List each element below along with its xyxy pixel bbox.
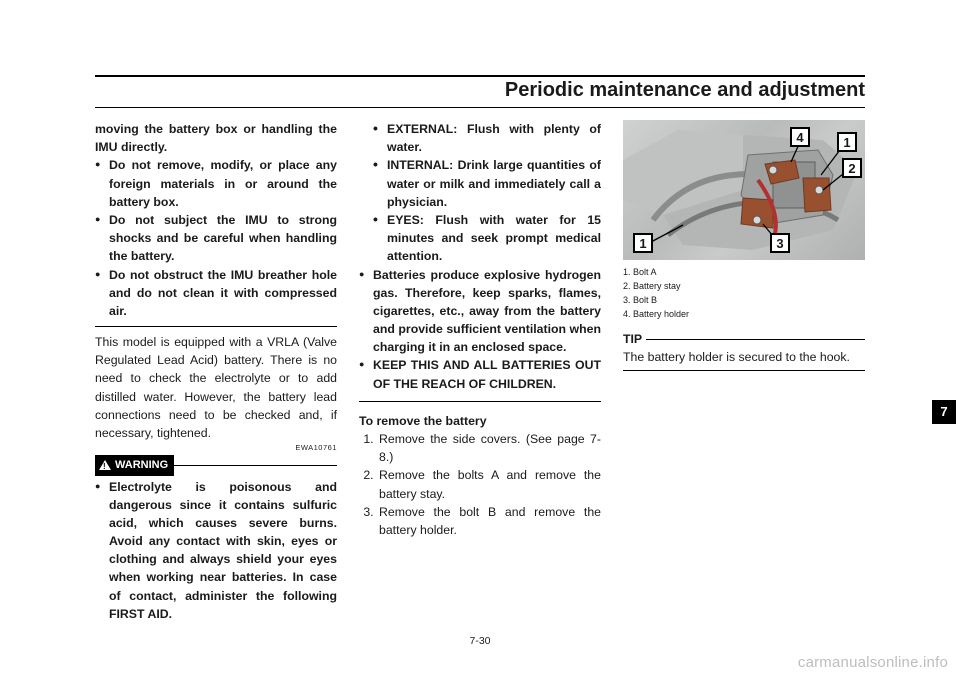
column-2: EXTERNAL: Flush with plenty of water. IN… [359,120,601,623]
list-item: EYES: Flush with water for 15 minutes an… [373,211,601,266]
list-item: EXTERNAL: Flush with plenty of water. [373,120,601,156]
figure-callout-3: 3 [770,233,790,253]
tip-rule [646,339,865,340]
list-item: Remove the side covers. (See page 7-8.) [377,430,601,466]
warning-label: WARNING [115,457,168,473]
col2-main-bullet-list: Batteries produce explosive hydrogen gas… [359,266,601,393]
ref-code: EWA10761 [95,442,337,453]
figure-callout-1a: 1 [837,132,857,152]
header-rule: Periodic maintenance and adjustment [95,75,865,108]
list-item: Batteries produce explosive hydrogen gas… [359,266,601,357]
warning-bullet-list: Electrolyte is poisonous and dangerous s… [95,478,337,624]
col1-bullet-list: Do not remove, modify, or place any fore… [95,156,337,320]
divider [359,401,601,402]
column-1: moving the battery box or handling the I… [95,120,337,623]
legend-item: 3. Bolt B [623,294,865,308]
page-number: 7-30 [0,635,960,647]
tip-label: TIP [623,330,646,348]
figure-callout-1b: 1 [633,233,653,253]
list-item: Do not subject the IMU to strong shocks … [95,211,337,266]
warning-badge: WARNING [95,455,174,475]
legend-item: 2. Battery stay [623,280,865,294]
remove-title: To remove the battery [359,412,601,430]
warning-triangle-icon [99,460,111,470]
page-title: Periodic maintenance and adjustment [95,77,865,104]
warning-rule [174,465,337,466]
list-item: Electrolyte is poisonous and dangerous s… [95,478,337,624]
content-columns: moving the battery box or handling the I… [95,120,865,623]
legend-item: 1. Bolt A [623,266,865,280]
list-item: Remove the bolts A and remove the batter… [377,466,601,502]
list-item: Do not remove, modify, or place any fore… [95,156,337,211]
figure-legend: 1. Bolt A 2. Battery stay 3. Bolt B 4. B… [623,266,865,322]
tip-header: TIP [623,330,865,348]
tip-text: The battery holder is secured to the hoo… [623,348,865,366]
chapter-tab: 7 [932,400,956,424]
list-item: Do not obstruct the IMU breather hole an… [95,266,337,321]
battery-figure: 4 1 2 1 3 [623,120,865,260]
figure-callout-4: 4 [790,127,810,147]
divider [95,326,337,327]
figure-svg [623,120,865,260]
warning-banner: WARNING [95,455,337,475]
legend-item: 4. Battery holder [623,308,865,322]
col1-paragraph: This model is equipped with a VRLA (Valv… [95,333,337,442]
col2-subbullet-list: EXTERNAL: Flush with plenty of water. IN… [359,120,601,266]
list-item: Remove the bolt B and remove the battery… [377,503,601,539]
remove-steps: Remove the side covers. (See page 7-8.) … [359,430,601,539]
list-item: KEEP THIS AND ALL BATTERIES OUT OF THE R… [359,356,601,392]
figure-callout-2: 2 [842,158,862,178]
watermark: carmanualsonline.info [798,654,948,671]
column-3: 4 1 2 1 3 1. Bolt A 2. Battery stay 3. B… [623,120,865,623]
divider [623,370,865,371]
col1-lead: moving the battery box or handling the I… [95,120,337,156]
list-item: INTERNAL: Drink large quantities of wate… [373,156,601,211]
